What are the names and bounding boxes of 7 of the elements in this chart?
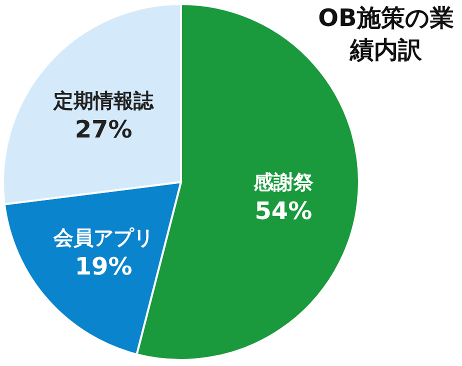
slice-label: 会員アプリ (52, 225, 154, 250)
data-label: 19% (74, 252, 132, 280)
text: OB施策の業績内訳 (317, 3, 455, 66)
slice-label: 定期情報誌 (52, 88, 155, 113)
data-label: 27% (74, 116, 132, 144)
slice-label: 感謝祭 (252, 170, 314, 194)
data-label: 54% (254, 196, 312, 225)
